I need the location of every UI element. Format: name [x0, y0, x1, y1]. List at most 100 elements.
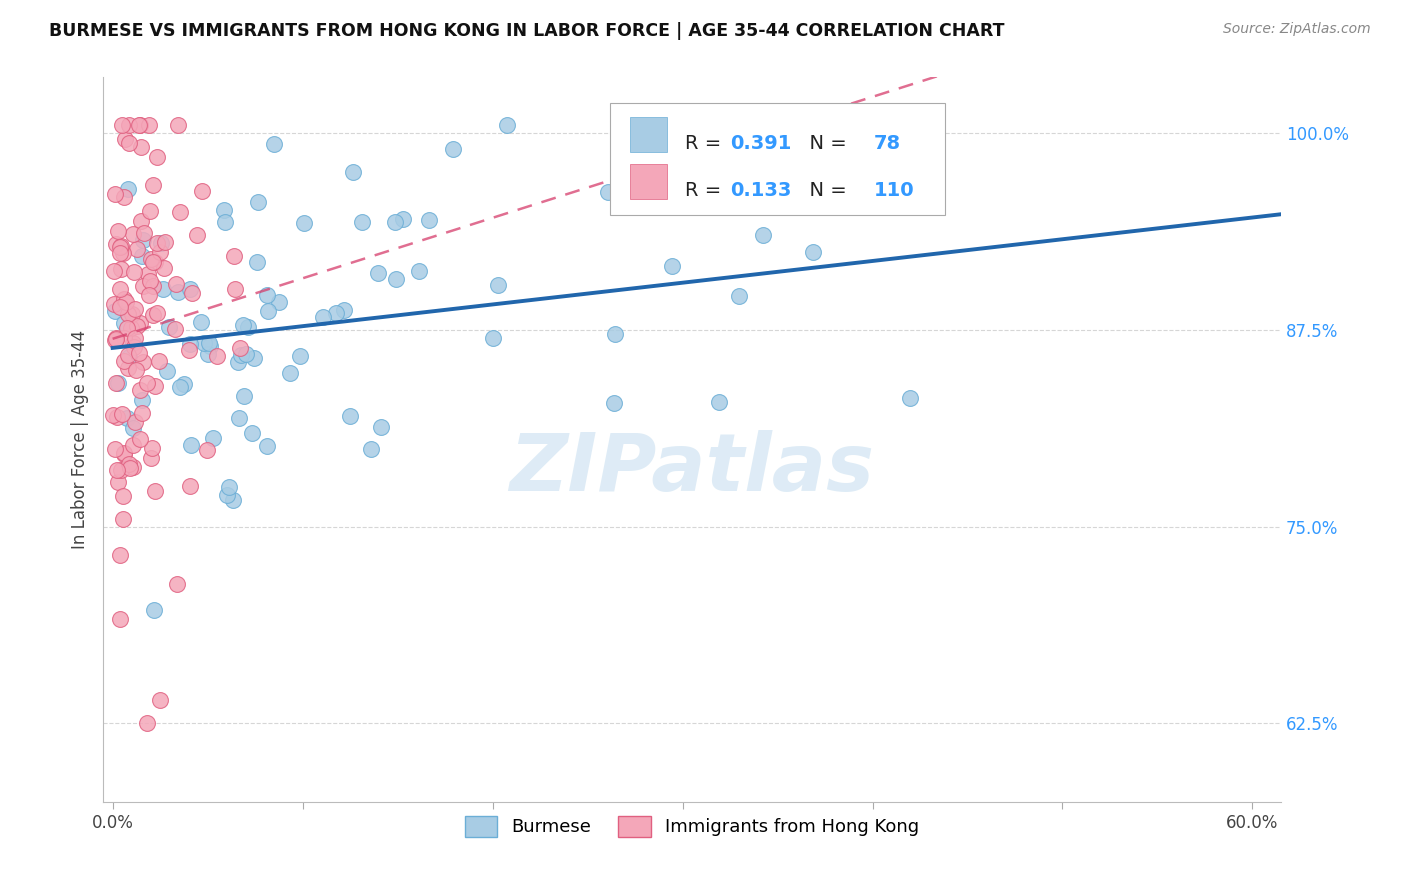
- Point: [115, 410, 138, 425]
- Point: [124, 331, 146, 345]
- Point: [112, 353, 135, 368]
- Point: [128, 118, 150, 132]
- Point: [229, 348, 252, 362]
- Point: [290, 349, 312, 363]
- Point: [156, 364, 179, 378]
- Point: [143, 602, 166, 616]
- Point: [104, 334, 127, 348]
- Text: N =: N =: [797, 181, 853, 200]
- Point: [229, 341, 252, 355]
- Point: [110, 462, 132, 476]
- Point: [177, 343, 200, 357]
- Point: [103, 264, 125, 278]
- Point: [121, 307, 143, 321]
- Point: [143, 254, 166, 268]
- Point: [181, 286, 204, 301]
- Point: [495, 118, 517, 132]
- Point: [104, 237, 127, 252]
- Point: [110, 262, 132, 277]
- Point: [138, 288, 160, 302]
- Point: [121, 460, 143, 475]
- Point: [603, 327, 626, 342]
- Bar: [630, 117, 668, 152]
- Point: [131, 249, 153, 263]
- Text: 78: 78: [873, 134, 901, 153]
- Point: [112, 190, 135, 204]
- Point: [142, 279, 165, 293]
- Point: [148, 354, 170, 368]
- Point: [238, 320, 260, 334]
- Point: [173, 376, 195, 391]
- Point: [166, 118, 188, 132]
- Point: [149, 693, 172, 707]
- Point: [122, 265, 145, 279]
- Point: [256, 439, 278, 453]
- Point: [212, 203, 235, 218]
- Point: [111, 408, 134, 422]
- Point: [193, 336, 215, 351]
- Point: [214, 215, 236, 229]
- Point: [117, 360, 139, 375]
- Point: [228, 355, 250, 369]
- Point: [228, 410, 250, 425]
- Point: [131, 406, 153, 420]
- Point: [292, 216, 315, 230]
- Point: [224, 283, 246, 297]
- Point: [146, 235, 169, 250]
- Point: [339, 409, 361, 424]
- Point: [190, 315, 212, 329]
- Point: [367, 266, 389, 280]
- Point: [105, 463, 128, 477]
- Point: [332, 303, 354, 318]
- Point: [108, 612, 131, 626]
- Point: [107, 376, 129, 390]
- Point: [105, 410, 128, 425]
- Point: [179, 282, 201, 296]
- Point: [661, 259, 683, 273]
- Point: [122, 227, 145, 242]
- Point: [166, 577, 188, 591]
- Point: [141, 441, 163, 455]
- Point: [121, 421, 143, 435]
- Text: ZIPatlas: ZIPatlas: [509, 430, 875, 508]
- Point: [129, 214, 152, 228]
- Point: [112, 446, 135, 460]
- Point: [198, 339, 221, 353]
- Point: [152, 282, 174, 296]
- Point: [135, 716, 157, 731]
- Point: [198, 335, 221, 350]
- Point: [112, 292, 135, 306]
- Point: [108, 300, 131, 314]
- Point: [165, 277, 187, 291]
- Point: [104, 186, 127, 201]
- Point: [169, 205, 191, 219]
- Point: [242, 351, 264, 365]
- Point: [180, 438, 202, 452]
- Point: [117, 181, 139, 195]
- Point: [128, 118, 150, 132]
- Point: [728, 289, 751, 303]
- Point: [240, 425, 263, 440]
- Point: [224, 249, 246, 263]
- Point: [195, 443, 218, 458]
- Point: [191, 185, 214, 199]
- Point: [104, 332, 127, 346]
- Point: [111, 246, 134, 260]
- Point: [103, 297, 125, 311]
- Point: [218, 480, 240, 494]
- Point: [898, 391, 921, 405]
- Point: [110, 549, 132, 563]
- Point: [112, 316, 135, 330]
- Point: [120, 461, 142, 475]
- Point: [121, 438, 143, 452]
- Point: [179, 479, 201, 493]
- Point: [384, 215, 406, 229]
- Point: [132, 355, 155, 369]
- Point: [169, 380, 191, 394]
- Point: [153, 261, 176, 276]
- Point: [122, 341, 145, 355]
- Point: [149, 236, 172, 251]
- Point: [197, 347, 219, 361]
- Point: [138, 118, 160, 132]
- Point: [418, 212, 440, 227]
